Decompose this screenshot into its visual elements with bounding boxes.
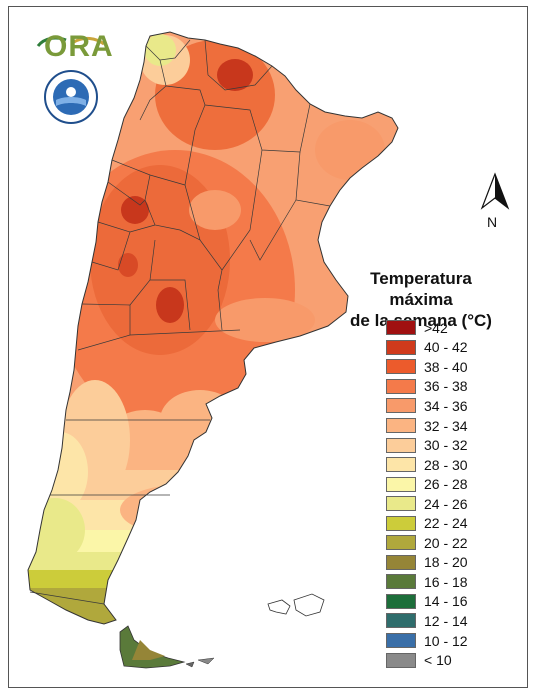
legend-label: 36 - 38 [424, 378, 468, 395]
legend-label: 24 - 26 [424, 495, 468, 512]
legend-item: 28 - 30 [386, 455, 468, 475]
legend: >42 40 - 42 38 - 40 36 - 38 34 - 36 32 -… [386, 318, 468, 670]
legend-swatch [386, 535, 416, 551]
legend-label: 38 - 40 [424, 358, 468, 375]
legend-title: Temperatura máxima de la semana (°C) [346, 268, 496, 331]
north-label: N [487, 214, 498, 230]
legend-item: < 10 [386, 650, 468, 670]
legend-label: 28 - 30 [424, 456, 468, 473]
legend-item: 36 - 38 [386, 377, 468, 397]
ora-logo-text: ORA [44, 30, 114, 63]
legend-item: 14 - 16 [386, 592, 468, 612]
legend-label: 16 - 18 [424, 573, 468, 590]
legend-item: 34 - 36 [386, 396, 468, 416]
legend-label: 40 - 42 [424, 339, 468, 356]
legend-label: 22 - 24 [424, 515, 468, 532]
legend-item: 26 - 28 [386, 474, 468, 494]
legend-item: >42 [386, 318, 468, 338]
legend-item: 12 - 14 [386, 611, 468, 631]
legend-label: < 10 [424, 652, 452, 669]
legend-label: 12 - 14 [424, 612, 468, 629]
legend-swatch [386, 418, 416, 433]
legend-item: 40 - 42 [386, 338, 468, 358]
legend-swatch [386, 359, 416, 375]
legend-item: 20 - 22 [386, 533, 468, 553]
legend-swatch [386, 574, 416, 590]
legend-label: 32 - 34 [424, 417, 468, 434]
legend-swatch [386, 320, 416, 336]
legend-item: 24 - 26 [386, 494, 468, 514]
ora-logo-icon [36, 36, 105, 47]
legend-label: 30 - 32 [424, 437, 468, 454]
legend-swatch [386, 437, 416, 453]
legend-swatch [386, 652, 416, 668]
legend-swatch [386, 457, 416, 473]
legend-swatch [386, 554, 416, 570]
legend-label: 10 - 12 [424, 632, 468, 649]
legend-swatch [386, 515, 416, 531]
legend-swatch [386, 476, 416, 492]
legend-swatch [386, 339, 416, 355]
legend-swatch [386, 496, 416, 512]
legend-title-line2: de la semana (°C) [350, 311, 492, 330]
legend-label: 34 - 36 [424, 397, 468, 414]
legend-swatch [386, 398, 416, 414]
smn-seal-icon [44, 70, 98, 124]
legend-label: 18 - 20 [424, 554, 468, 571]
legend-item: 38 - 40 [386, 357, 468, 377]
legend-item: 10 - 12 [386, 631, 468, 651]
legend-label: 26 - 28 [424, 476, 468, 493]
legend-swatch [386, 378, 416, 394]
legend-label: >42 [424, 319, 448, 336]
legend-item: 30 - 32 [386, 435, 468, 455]
legend-item: 22 - 24 [386, 513, 468, 533]
legend-title-line1: Temperatura máxima [370, 269, 472, 309]
legend-label: 14 - 16 [424, 593, 468, 610]
legend-item: 32 - 34 [386, 416, 468, 436]
legend-label: 20 - 22 [424, 534, 468, 551]
legend-swatch [386, 613, 416, 629]
north-arrow-icon [480, 172, 510, 210]
legend-swatch [386, 593, 416, 609]
legend-item: 18 - 20 [386, 553, 468, 573]
legend-item: 16 - 18 [386, 572, 468, 592]
legend-swatch [386, 633, 416, 649]
